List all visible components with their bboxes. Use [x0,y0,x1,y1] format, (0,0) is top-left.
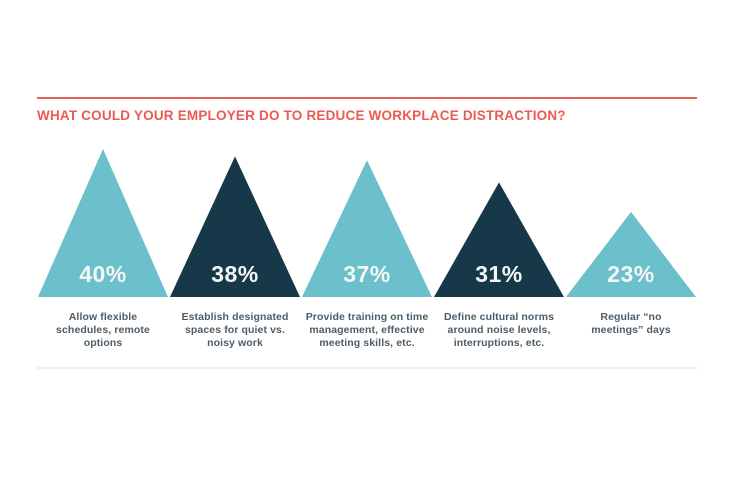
chart-column: 23% [565,211,697,297]
chart-column: 37% [301,160,433,297]
category-label: Allow flexible schedules, remote options [56,311,150,349]
chart-column: 38% [169,156,301,297]
category-label: Establish designated spaces for quiet vs… [181,311,289,349]
category-label: Regular “no meetings” days [591,311,671,336]
top-divider [37,97,697,99]
chart-column: 40% [37,149,169,297]
value-label: 40% [79,261,127,287]
triangle-bar: 38% [170,156,300,297]
chart-column: 31% [433,182,565,297]
category-label: Provide training on time management, eff… [305,311,429,349]
value-label: 23% [607,261,655,287]
value-label: 31% [475,261,523,287]
chart-bars-row: 40% 38% 37% 31% 23% [37,149,697,297]
chart-category-row: Allow flexible schedules, remote options… [37,311,697,350]
value-label: 37% [343,261,391,287]
category-label: Define cultural norms around noise level… [443,311,555,349]
bottom-divider [37,367,697,369]
triangle-bar: 37% [302,160,432,297]
triangle-bar: 31% [434,182,564,297]
triangle-bar: 40% [38,149,168,297]
triangle-bar: 23% [566,211,696,297]
chart-title: WHAT COULD YOUR EMPLOYER DO TO REDUCE WO… [37,108,566,123]
value-label: 38% [211,261,259,287]
triangle-chart: 40% 38% 37% 31% 23% [37,149,697,350]
